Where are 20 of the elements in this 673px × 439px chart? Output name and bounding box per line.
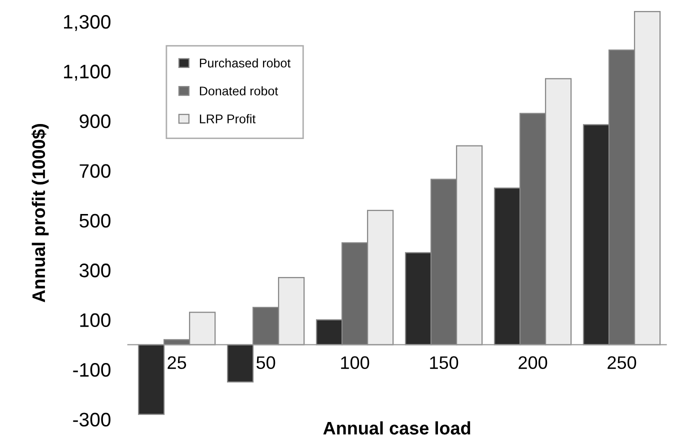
x-tick-label: 200: [518, 356, 548, 370]
y-tick-label: 300: [80, 264, 110, 278]
x-tick-label: 25: [168, 356, 186, 370]
legend-label: Donated robot: [200, 86, 278, 96]
x-tick-label: 250: [608, 356, 636, 370]
y-tick-label: 100: [80, 313, 110, 328]
legend-label: LRP Profit: [200, 114, 256, 124]
y-tick-label: -300: [73, 412, 110, 426]
y-tick-label: 900: [80, 114, 110, 128]
y-axis-title: Annual profit (1000$): [32, 124, 49, 302]
y-tick-label: 1,300: [64, 14, 110, 32]
y-tick-label: 500: [80, 214, 110, 228]
x-tick-label: 50: [256, 356, 276, 370]
y-tick-label: -100: [73, 362, 110, 377]
legend-label: Purchased robot: [200, 58, 291, 68]
y-tick-label: 1,100: [64, 64, 110, 81]
x-tick-label: 100: [341, 356, 370, 370]
y-tick-label: 700: [80, 164, 110, 178]
x-tick-label: 150: [430, 356, 458, 370]
x-axis-title: Annual case load: [323, 421, 470, 435]
